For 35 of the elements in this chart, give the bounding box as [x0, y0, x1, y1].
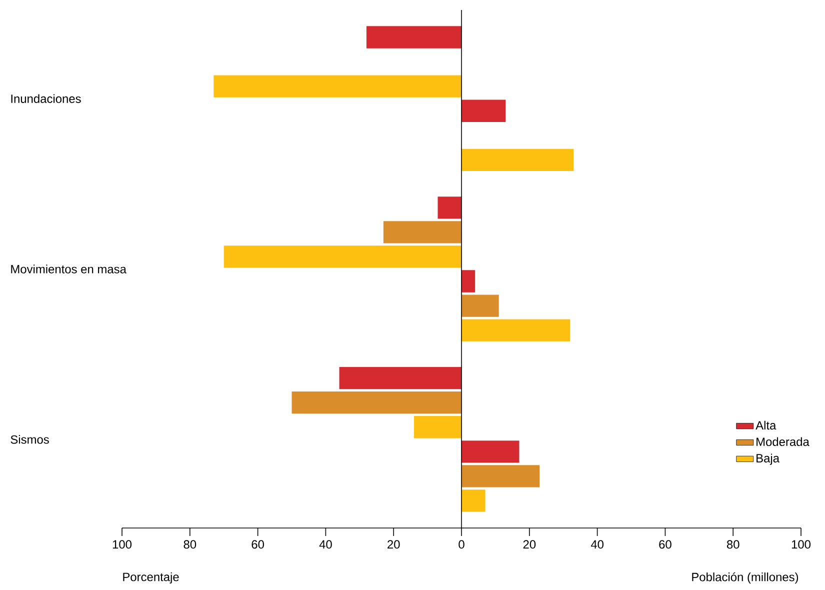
text: Población (millones): [692, 572, 798, 584]
y-tick-label: Inundaciones: [11, 94, 81, 103]
x-tick-label: 60: [659, 540, 672, 549]
legend-label: Moderada: [756, 437, 810, 446]
bar: [462, 319, 570, 342]
x-tick-label: 80: [726, 540, 740, 549]
bar: [292, 392, 462, 414]
bar: [462, 440, 520, 463]
bar: [383, 221, 462, 244]
x-tick-label: 100: [112, 540, 132, 549]
x-tick-label: 100: [792, 540, 811, 549]
bar: [224, 246, 462, 268]
bar: [462, 148, 574, 172]
legend-label: Alta: [756, 420, 776, 430]
bar: [438, 196, 462, 219]
x-tick-label: 80: [184, 540, 196, 549]
x-tick-label: 0: [458, 540, 464, 549]
bar: [462, 490, 486, 512]
y-tick-label: Movimientos en masa: [11, 264, 126, 274]
bar: [339, 366, 462, 390]
bar: [462, 465, 540, 488]
bar: [462, 100, 506, 122]
text: Porcentaje: [123, 572, 179, 584]
x-tick-label: 20: [523, 540, 536, 549]
bar: [462, 294, 499, 317]
x-tick-label: 40: [590, 540, 604, 549]
bar: [462, 270, 476, 292]
y-tick-label: Sismos: [10, 435, 49, 444]
bar: [366, 26, 462, 48]
x-tick-label: 60: [252, 540, 264, 549]
bar: [414, 416, 462, 438]
x-tick-label: 40: [319, 540, 332, 549]
bar: [214, 75, 462, 98]
x-tick-label: 20: [388, 540, 400, 549]
legend-label: Baja: [756, 454, 780, 465]
